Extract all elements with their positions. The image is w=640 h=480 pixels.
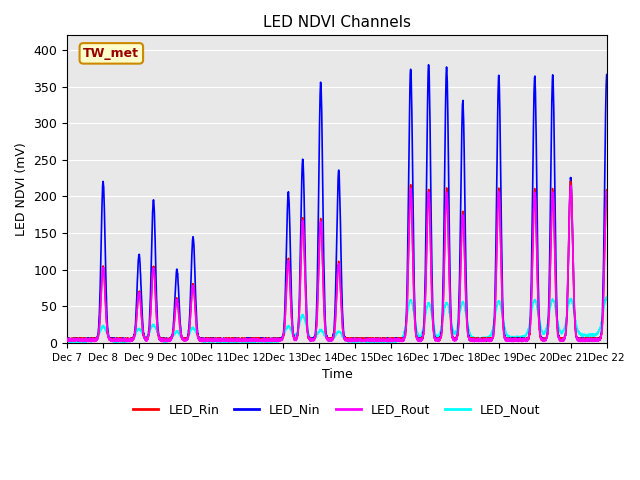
Text: TW_met: TW_met [83,47,140,60]
X-axis label: Time: Time [321,368,352,381]
Legend: LED_Rin, LED_Nin, LED_Rout, LED_Nout: LED_Rin, LED_Nin, LED_Rout, LED_Nout [128,398,545,421]
Y-axis label: LED NDVI (mV): LED NDVI (mV) [15,142,28,236]
Title: LED NDVI Channels: LED NDVI Channels [263,15,411,30]
